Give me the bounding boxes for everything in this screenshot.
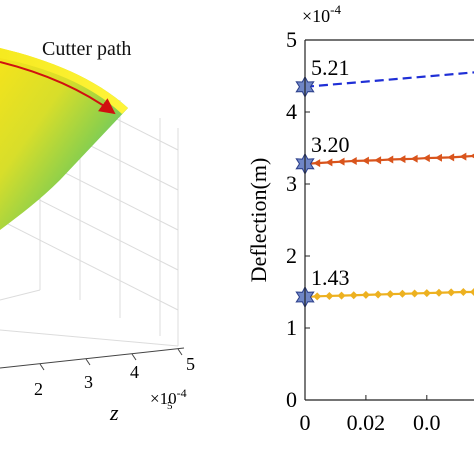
data-point [361,290,370,299]
z-tick-2: 2 [34,379,43,399]
series-2 [301,288,474,302]
y-tick-label: 4 [286,99,297,124]
left-panel-title: Cutter path [42,38,131,60]
y-exponent-base: ×10 [302,6,330,26]
z-exponent-base: ×10 [150,389,177,408]
data-point [361,156,369,165]
y-axis-label: Deflection(m) [246,158,271,283]
data-point [325,158,333,167]
data-point [374,290,383,299]
y-ticks: 0 1 2 3 4 5 [286,27,310,412]
data-point [349,156,357,165]
z-exponent-power: -4 [177,386,187,400]
cutter-path-line [0,61,116,115]
data-point [422,289,431,298]
y-tick-label: 2 [286,243,297,268]
data-point [386,290,395,299]
z-extra-tick: 5 [167,400,173,412]
x-ticks: 0 0.02 0.0 [300,395,441,435]
data-point [422,154,430,163]
data-point [313,159,321,168]
data-point [459,152,467,161]
data-point [410,154,418,163]
data-point [337,291,346,300]
z-exponent-label: ×10-4 [150,386,187,408]
y-tick-label: 0 [286,387,297,412]
data-point [325,291,334,300]
series-1 [301,152,474,168]
z-tick-3: 3 [84,372,93,392]
z-axis-label: z [109,400,119,425]
z-tick-5: 5 [186,354,195,374]
series-line [304,71,474,88]
z-tick-4: 4 [130,362,139,382]
data-point [447,288,456,297]
data-point [337,157,345,166]
data-point [398,155,406,164]
data-point [398,289,407,298]
deflection-chart: 0 1 2 3 4 5 0 0.02 0.0 5.21 3.20 1.43 ×10-4 Defle… [246,2,474,435]
data-point [410,289,419,298]
surface-plot-3d: Cutter path 2 3 4 5 ×10-4 5 z [0,38,195,425]
plot-area [305,40,474,400]
x-tick-label: 0.0 [413,410,441,435]
data-point [374,156,382,165]
y-exponent-power: -4 [330,2,341,17]
data-point [434,153,442,162]
data-point [349,291,358,300]
series-0 [304,71,474,88]
data-point [447,153,455,162]
y-tick-label: 3 [286,171,297,196]
data-point [470,153,474,159]
data-point [470,288,474,296]
x-tick-label: 0.02 [347,410,386,435]
surface-edge [0,48,128,114]
data-point [313,292,322,301]
data-point [386,155,394,164]
y-tick-label: 1 [286,315,297,340]
z-axis [0,347,185,371]
y-exponent-label: ×10-4 [302,2,341,26]
annotation-label: 5.21 [311,55,350,80]
y-tick-label: 5 [286,27,297,52]
annotation-label: 1.43 [311,265,350,290]
chart-marks [301,71,474,302]
data-point [459,288,468,296]
annotation-label: 3.20 [311,132,350,157]
data-point [434,288,443,297]
x-tick-label: 0 [300,410,311,435]
